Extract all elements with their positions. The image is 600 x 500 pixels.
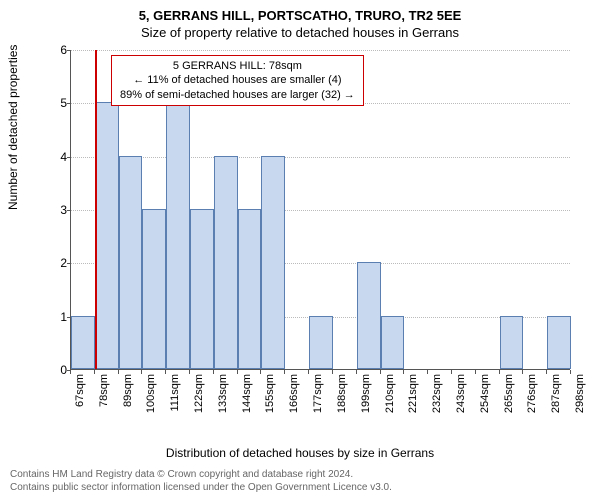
reference-line [95, 50, 97, 369]
chart-container: 5, GERRANS HILL, PORTSCATHO, TRURO, TR2 … [0, 0, 600, 500]
annotation-line: 5 GERRANS HILL: 78sqm [120, 59, 355, 73]
chart-title-sub: Size of property relative to detached ho… [0, 23, 600, 40]
x-tick-label: 122sqm [193, 374, 205, 413]
x-tick-label: 166sqm [288, 374, 300, 413]
x-tick-mark [499, 370, 500, 374]
x-tick-mark [118, 370, 119, 374]
x-tick-mark [522, 370, 523, 374]
x-tick-mark [427, 370, 428, 374]
y-tick-label: 1 [51, 310, 67, 324]
footer-line-2: Contains public sector information licen… [10, 481, 392, 494]
histogram-bar [238, 209, 262, 369]
x-tick-label: 188sqm [336, 374, 348, 413]
x-tick-label: 276sqm [526, 374, 538, 413]
histogram-bar [261, 156, 285, 369]
x-tick-mark [570, 370, 571, 374]
x-tick-mark [213, 370, 214, 374]
histogram-bar [357, 262, 381, 369]
y-axis-label: Number of detached properties [6, 45, 20, 210]
y-tick-label: 6 [51, 43, 67, 57]
histogram-bar [142, 209, 166, 369]
x-tick-label: 287sqm [550, 374, 562, 413]
histogram-bar [309, 316, 333, 369]
x-tick-mark [141, 370, 142, 374]
x-tick-label: 298sqm [574, 374, 586, 413]
x-tick-mark [284, 370, 285, 374]
x-tick-label: 144sqm [241, 374, 253, 413]
y-tick-mark [67, 263, 71, 264]
x-tick-mark [189, 370, 190, 374]
histogram-bar [190, 209, 214, 369]
x-tick-mark [94, 370, 95, 374]
footer-attribution: Contains HM Land Registry data © Crown c… [10, 468, 392, 494]
histogram-bar [166, 102, 190, 369]
x-tick-label: 78sqm [98, 374, 110, 407]
y-tick-label: 2 [51, 256, 67, 270]
x-tick-label: 199sqm [360, 374, 372, 413]
plot-area: 01234565 GERRANS HILL: 78sqm← 11% of det… [70, 50, 570, 370]
y-tick-mark [67, 50, 71, 51]
y-tick-label: 5 [51, 96, 67, 110]
x-tick-mark [165, 370, 166, 374]
x-axis-label: Distribution of detached houses by size … [0, 446, 600, 460]
x-tick-mark [308, 370, 309, 374]
y-tick-mark [67, 157, 71, 158]
x-tick-mark [546, 370, 547, 374]
gridline [71, 50, 570, 51]
gridline [71, 157, 570, 158]
x-tick-mark [475, 370, 476, 374]
histogram-bar [214, 156, 238, 369]
x-tick-label: 89sqm [122, 374, 134, 407]
x-tick-label: 100sqm [145, 374, 157, 413]
x-tick-mark [260, 370, 261, 374]
x-tick-mark [403, 370, 404, 374]
annotation-line: 89% of semi-detached houses are larger (… [120, 88, 355, 102]
y-tick-label: 3 [51, 203, 67, 217]
x-tick-label: 265sqm [503, 374, 515, 413]
histogram-bar [381, 316, 405, 369]
chart-area: 01234565 GERRANS HILL: 78sqm← 11% of det… [50, 50, 570, 410]
histogram-bar [119, 156, 143, 369]
x-tick-mark [332, 370, 333, 374]
x-tick-label: 210sqm [384, 374, 396, 413]
histogram-bar [71, 316, 95, 369]
x-tick-mark [356, 370, 357, 374]
x-tick-label: 221sqm [407, 374, 419, 413]
x-tick-label: 243sqm [455, 374, 467, 413]
x-tick-label: 254sqm [479, 374, 491, 413]
x-tick-label: 111sqm [169, 374, 181, 412]
x-tick-label: 232sqm [431, 374, 443, 413]
y-tick-label: 0 [51, 363, 67, 377]
x-tick-mark [380, 370, 381, 374]
y-tick-mark [67, 210, 71, 211]
x-tick-label: 155sqm [264, 374, 276, 413]
annotation-line: ← 11% of detached houses are smaller (4) [120, 73, 355, 87]
y-tick-label: 4 [51, 150, 67, 164]
chart-title-main: 5, GERRANS HILL, PORTSCATHO, TRURO, TR2 … [0, 0, 600, 23]
x-tick-mark [70, 370, 71, 374]
histogram-bar [547, 316, 571, 369]
x-tick-label: 133sqm [217, 374, 229, 413]
x-tick-mark [451, 370, 452, 374]
footer-line-1: Contains HM Land Registry data © Crown c… [10, 468, 392, 481]
x-tick-mark [237, 370, 238, 374]
annotation-box: 5 GERRANS HILL: 78sqm← 11% of detached h… [111, 55, 364, 106]
histogram-bar [500, 316, 524, 369]
x-tick-label: 67sqm [74, 374, 86, 407]
x-tick-label: 177sqm [312, 374, 324, 413]
histogram-bar [95, 102, 119, 369]
y-tick-mark [67, 103, 71, 104]
